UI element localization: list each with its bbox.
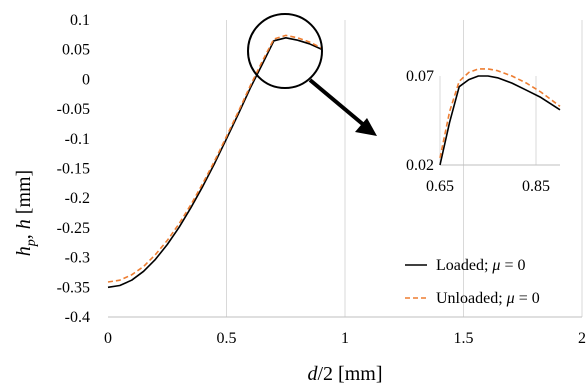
main-y-tick-label: -0.1 xyxy=(65,131,90,148)
zoom-arrow-shaft xyxy=(308,78,367,128)
main-y-tick-label: -0.25 xyxy=(57,220,90,237)
main-x-tick-label: 0.5 xyxy=(217,330,237,347)
inset-series-loaded-line xyxy=(439,75,561,166)
zoom-arrow-head xyxy=(355,118,377,136)
y-label-part-4: h xyxy=(13,219,35,229)
main-y-tick-label: 0.1 xyxy=(70,12,90,29)
legend-loaded-part-2: μ xyxy=(491,257,500,274)
y-label-part-3: , xyxy=(13,229,35,239)
inset-series-unloaded-line xyxy=(439,68,561,159)
y-label-part-5: [mm] xyxy=(13,170,35,219)
legend-loaded-part-3: = 0 xyxy=(500,257,525,274)
legend: Loaded; μ = 0 Unloaded; μ = 0 xyxy=(405,257,540,307)
legend-unloaded-part-2: μ xyxy=(506,290,515,307)
zoom-circle xyxy=(247,13,323,89)
main-gridlines xyxy=(226,20,583,317)
y-label-part-1: h xyxy=(13,246,35,256)
x-axis-label: d/2 [mm] xyxy=(308,363,383,385)
y-label-part-2: p xyxy=(24,239,39,247)
main-x-tick-label: 1 xyxy=(341,330,349,347)
main-y-tick-label: -0.15 xyxy=(57,161,90,178)
inset-tick-labels: 0.65 0.85 0.07 0.02 xyxy=(406,68,550,195)
y-axis-label: hp, h [mm] xyxy=(13,170,39,256)
legend-label-unloaded: Unloaded; μ = 0 xyxy=(436,290,540,307)
main-series-loaded-line xyxy=(107,36,322,289)
main-series-unloaded-line xyxy=(107,34,322,283)
x-label-part-2: /2 [mm] xyxy=(318,363,383,385)
legend-unloaded-part-3: = 0 xyxy=(515,290,540,307)
main-x-tick-label: 0 xyxy=(104,330,112,347)
inset-series-lines xyxy=(439,68,561,166)
main-y-tick-label: -0.4 xyxy=(65,309,90,326)
main-y-tick-label: 0.05 xyxy=(62,42,90,59)
inset-y-tick-label: 0.02 xyxy=(406,157,434,174)
legend-label-loaded: Loaded; μ = 0 xyxy=(436,257,525,274)
legend-unloaded-part-1: Unloaded; xyxy=(436,290,507,307)
main-y-tick-label: -0.2 xyxy=(65,190,90,207)
inset-y-tick-label: 0.07 xyxy=(406,68,434,85)
x-label-part-1: d xyxy=(308,363,319,385)
inset-gridlines xyxy=(439,76,537,165)
main-tick-labels: 0 0.5 1 1.5 2 0.1 0.05 0 -0.05 -0.1 -0.15 -0.2 -0.25… xyxy=(57,12,586,347)
main-x-tick-label: 1.5 xyxy=(454,330,474,347)
main-x-tick-label: 2 xyxy=(578,330,586,347)
inset-x-tick-label: 0.85 xyxy=(522,178,550,195)
inset-x-tick-label: 0.65 xyxy=(426,178,454,195)
legend-loaded-part-1: Loaded; xyxy=(436,257,492,274)
main-series-lines xyxy=(107,34,322,289)
main-y-tick-label: -0.3 xyxy=(65,250,90,267)
main-y-tick-label: -0.35 xyxy=(57,279,90,296)
main-y-tick-label: -0.05 xyxy=(57,101,90,118)
main-y-tick-label: 0 xyxy=(82,71,90,88)
